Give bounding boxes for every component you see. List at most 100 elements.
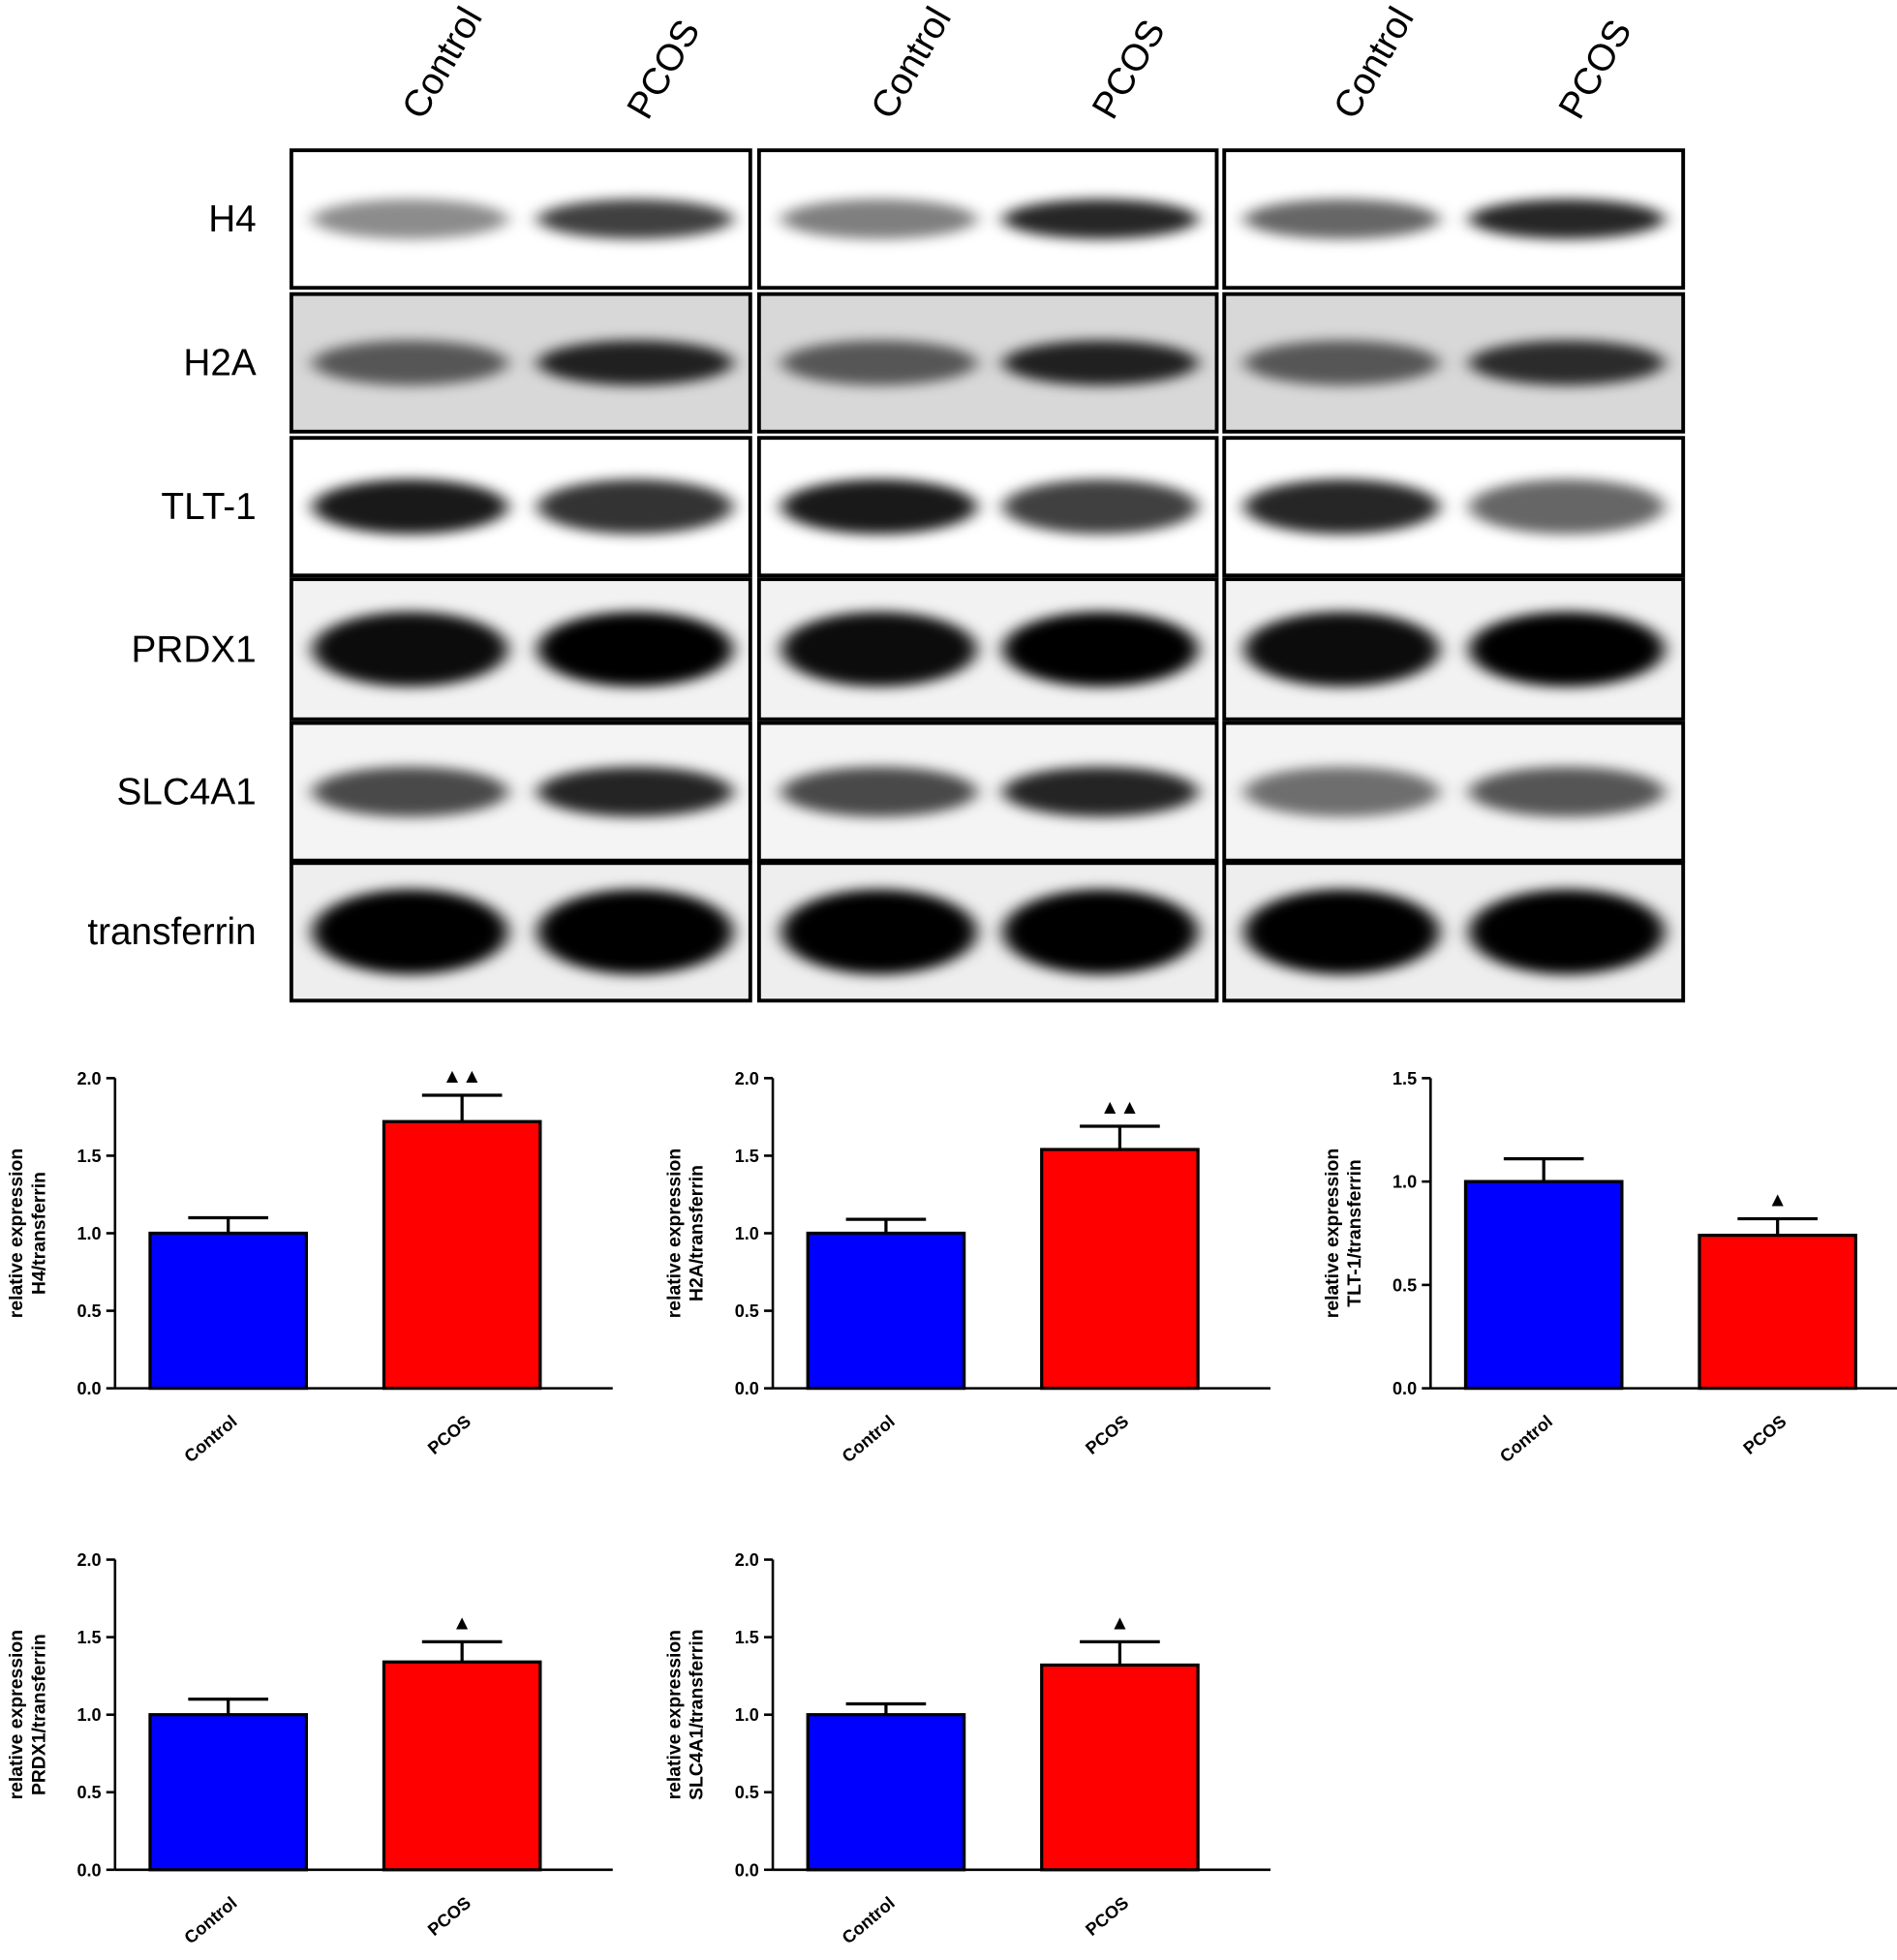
band [1243,478,1440,535]
band [312,478,508,535]
y-tick-label: 1.5 [76,1147,101,1166]
band [312,889,508,975]
lane-label: PCOS [1551,13,1640,126]
y-tick-label: 1.0 [76,1705,101,1725]
significance: ▲ [1767,1189,1787,1211]
band [781,889,977,975]
band [1469,766,1665,817]
row-label: H4 [208,199,257,240]
lane-label: Control [863,0,960,126]
band [1243,766,1440,817]
y-axis-label: H4/transferrin [28,1172,49,1295]
y-tick-label: 0.5 [735,1783,759,1802]
bar [1040,1663,1200,1872]
y-axis-label: relative expression [664,1630,686,1799]
band [312,766,508,817]
band [1002,340,1199,385]
bar [382,1660,542,1872]
x-tick-label: Control [1496,1412,1556,1467]
band [781,766,977,817]
significance: ▲ [1110,1612,1129,1635]
x-tick-label: PCOS [1739,1412,1790,1458]
y-tick-label: 0.0 [76,1379,101,1398]
band [1243,340,1440,385]
band [1469,478,1665,535]
band [1002,766,1199,817]
y-tick-label: 0.5 [1392,1275,1417,1295]
y-axis-label: H2A/transferrin [687,1165,708,1302]
band [1469,611,1665,688]
bar [1040,1148,1200,1391]
y-tick-label: 1.5 [1392,1069,1417,1088]
band [312,340,508,385]
y-axis-label: TLT-1/transferrin [1344,1159,1365,1306]
bar [148,1231,308,1391]
bar [1698,1234,1857,1391]
bar [806,1231,966,1391]
x-tick-label: PCOS [1082,1893,1132,1940]
x-tick-label: Control [181,1893,241,1948]
band [537,611,733,688]
y-axis-label: relative expression [664,1148,686,1318]
lane-label: PCOS [1085,13,1174,126]
x-tick-label: PCOS [1082,1412,1132,1458]
band [312,611,508,688]
y-tick-label: 1.5 [735,1628,759,1647]
band [537,766,733,817]
band [781,199,977,239]
row-label: PRDX1 [132,628,257,670]
band [537,478,733,535]
band [1469,340,1665,385]
y-axis-label: SLC4A1/transferrin [687,1629,708,1799]
significance: ▲▲ [443,1065,482,1087]
band [1469,889,1665,975]
y-tick-label: 1.0 [735,1705,759,1725]
band [537,340,733,385]
y-tick-label: 2.0 [76,1069,101,1088]
band [1469,199,1665,239]
x-tick-label: PCOS [424,1893,474,1940]
y-tick-label: 1.5 [76,1628,101,1647]
bar [148,1713,308,1872]
band [537,889,733,975]
lane-label: PCOS [619,13,708,126]
y-tick-label: 1.5 [735,1147,759,1166]
bar [1463,1179,1624,1391]
row-label: SLC4A1 [116,772,256,813]
band [781,611,977,688]
y-tick-label: 2.0 [735,1550,759,1570]
y-axis-label: relative expression [6,1148,27,1318]
band [1002,611,1199,688]
bar [382,1119,542,1391]
row-label: transferrin [87,911,256,953]
band [537,199,733,239]
bar [806,1713,966,1872]
x-tick-label: Control [181,1412,241,1467]
band [312,199,508,239]
band [781,478,977,535]
x-tick-label: Control [839,1893,899,1948]
band [1243,199,1440,239]
y-tick-label: 2.0 [735,1069,759,1088]
lane-label: Control [394,0,491,126]
y-tick-label: 2.0 [76,1550,101,1570]
band [1002,478,1199,535]
y-tick-label: 0.0 [76,1860,101,1880]
y-axis-label: PRDX1/transferrin [28,1634,49,1795]
y-tick-label: 0.5 [735,1302,759,1321]
row-label: TLT-1 [161,486,256,528]
band [1002,889,1199,975]
band [781,340,977,385]
y-tick-label: 1.0 [735,1224,759,1243]
y-tick-label: 1.0 [76,1224,101,1243]
y-tick-label: 0.5 [76,1302,101,1321]
y-axis-label: relative expression [6,1630,27,1799]
lane-label: Control [1326,0,1423,126]
row-label: H2A [183,343,257,384]
y-tick-label: 0.0 [735,1860,759,1880]
y-tick-label: 0.5 [76,1783,101,1802]
y-tick-label: 1.0 [1392,1173,1417,1192]
y-tick-label: 0.0 [1392,1379,1417,1398]
y-axis-label: relative expression [1322,1148,1343,1318]
